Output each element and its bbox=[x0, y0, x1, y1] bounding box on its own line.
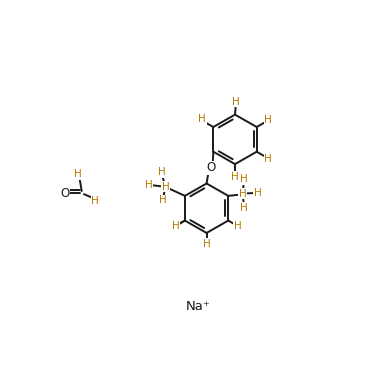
Text: H: H bbox=[158, 167, 166, 177]
Text: H: H bbox=[231, 172, 239, 182]
Text: O: O bbox=[206, 161, 215, 174]
Text: H: H bbox=[172, 221, 179, 231]
Text: H: H bbox=[232, 97, 240, 107]
Text: Na⁺: Na⁺ bbox=[186, 300, 210, 313]
Text: O: O bbox=[61, 187, 70, 200]
Text: H: H bbox=[159, 195, 167, 205]
Text: H: H bbox=[265, 154, 272, 164]
Text: H: H bbox=[240, 203, 248, 213]
Text: H: H bbox=[145, 180, 153, 190]
Text: H: H bbox=[254, 188, 262, 198]
Text: H: H bbox=[234, 221, 241, 231]
Text: H: H bbox=[203, 239, 210, 249]
Text: H: H bbox=[162, 182, 170, 192]
Text: H: H bbox=[75, 169, 82, 179]
Text: H: H bbox=[91, 196, 99, 205]
Text: H: H bbox=[239, 189, 246, 199]
Text: H: H bbox=[265, 115, 272, 125]
Text: H: H bbox=[240, 174, 248, 184]
Text: H: H bbox=[199, 114, 206, 124]
